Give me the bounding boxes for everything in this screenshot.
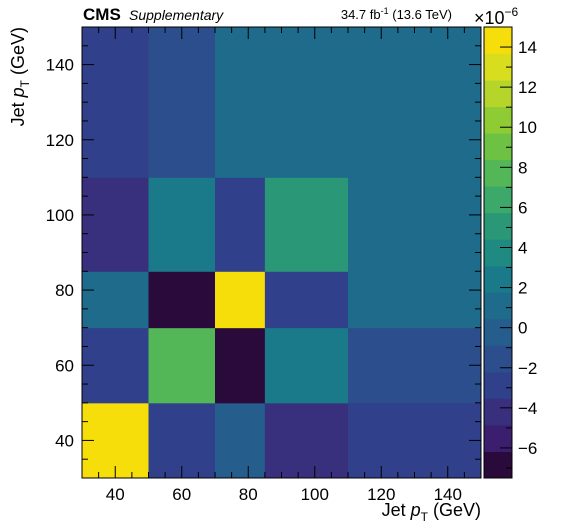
colorbar-tick-label: 2: [518, 279, 527, 298]
y-tick-label: 80: [55, 281, 74, 300]
y-axis: 40 60 80 100 120 140: [46, 26, 481, 479]
luminosity-label: 34.7 fb-1 (13.6 TeV): [341, 6, 452, 22]
colorbar-segment: [484, 318, 512, 346]
colorbar-segment: [484, 345, 512, 373]
x-tick-label: 100: [301, 485, 329, 504]
colorbar-tick-label: −6: [518, 439, 537, 458]
heatmap-cell: [82, 177, 149, 272]
y-tick-label: 120: [46, 131, 74, 150]
colorbar-segment: [484, 398, 512, 426]
experiment-label: CMS: [83, 5, 121, 24]
heatmap-cell: [264, 27, 349, 178]
heatmap-cell: [148, 327, 216, 404]
y-axis-title: Jet pT (GeV): [8, 27, 32, 126]
colorbar-multiplier: ×10−6: [474, 5, 519, 28]
heatmap-cell: [215, 177, 266, 272]
colorbar-tick-label: 4: [518, 238, 527, 257]
heatmap-cell: [148, 271, 216, 329]
y-tick-label: 40: [55, 431, 74, 450]
x-tick-label: 140: [434, 485, 462, 504]
colorbar-tick-label: −4: [518, 399, 537, 418]
y-tick-label: 100: [46, 206, 74, 225]
colorbar-segment: [484, 80, 512, 108]
heatmap-cell: [215, 27, 266, 178]
heatmap-cell: [264, 271, 349, 329]
x-tick-label: 60: [172, 485, 191, 504]
x-tick-label: 120: [367, 485, 395, 504]
x-tick-label: 40: [106, 485, 125, 504]
heatmap-cell: [82, 27, 149, 178]
heatmap-cell: [148, 402, 216, 479]
heatmap-cell: [215, 327, 266, 404]
heatmap-cell: [348, 271, 482, 329]
colorbar-segment: [484, 451, 512, 479]
heatmap-cell: [148, 177, 216, 272]
heatmap-cell: [348, 27, 482, 178]
heatmap-cell: [264, 402, 349, 479]
colorbar-segment: [484, 133, 512, 161]
y-tick-label: 140: [46, 56, 74, 75]
colorbar: −6 −4 −2 0 2 4 6 8 10 12 14: [483, 26, 537, 479]
y-tick-label: 60: [55, 356, 74, 375]
colorbar-segment: [484, 212, 512, 240]
heatmap-cells: [82, 27, 482, 479]
heatmap-cell: [348, 177, 482, 272]
heatmap-cell: [348, 327, 482, 404]
colorbar-tick-label: 8: [518, 158, 527, 177]
colorbar-segment: [484, 265, 512, 293]
colorbar-segment: [484, 186, 512, 214]
colorbar-tick-label: 14: [518, 38, 537, 57]
heatmap-cell: [264, 327, 349, 404]
heatmap-cell: [264, 177, 349, 272]
x-axis-title: Jet pT (GeV): [382, 500, 481, 524]
heatmap-cell: [348, 402, 482, 479]
colorbar-segment: [484, 106, 512, 134]
heatmap-cell: [215, 271, 266, 329]
colorbar-segment: [484, 292, 512, 320]
colorbar-segment: [484, 27, 512, 55]
heatmap-cell: [215, 402, 266, 479]
colorbar-tick-label: 12: [518, 78, 537, 97]
colorbar-border: [483, 26, 513, 479]
supplementary-label: Supplementary: [129, 7, 224, 23]
heatmap-cell: [82, 271, 149, 329]
x-tick-label: 80: [239, 485, 258, 504]
colorbar-segment: [484, 159, 512, 187]
colorbar-tick-label: 0: [518, 319, 527, 338]
colorbar-tick-label: −2: [518, 359, 537, 378]
x-axis: 40 60 80 100 120 140: [81, 27, 482, 504]
colorbar-segment: [484, 239, 512, 267]
colorbar-tick-label: 6: [518, 198, 527, 217]
colorbar-tick-label: 10: [518, 118, 537, 137]
heatmap-cell: [148, 27, 216, 178]
colorbar-segment: [484, 371, 512, 399]
